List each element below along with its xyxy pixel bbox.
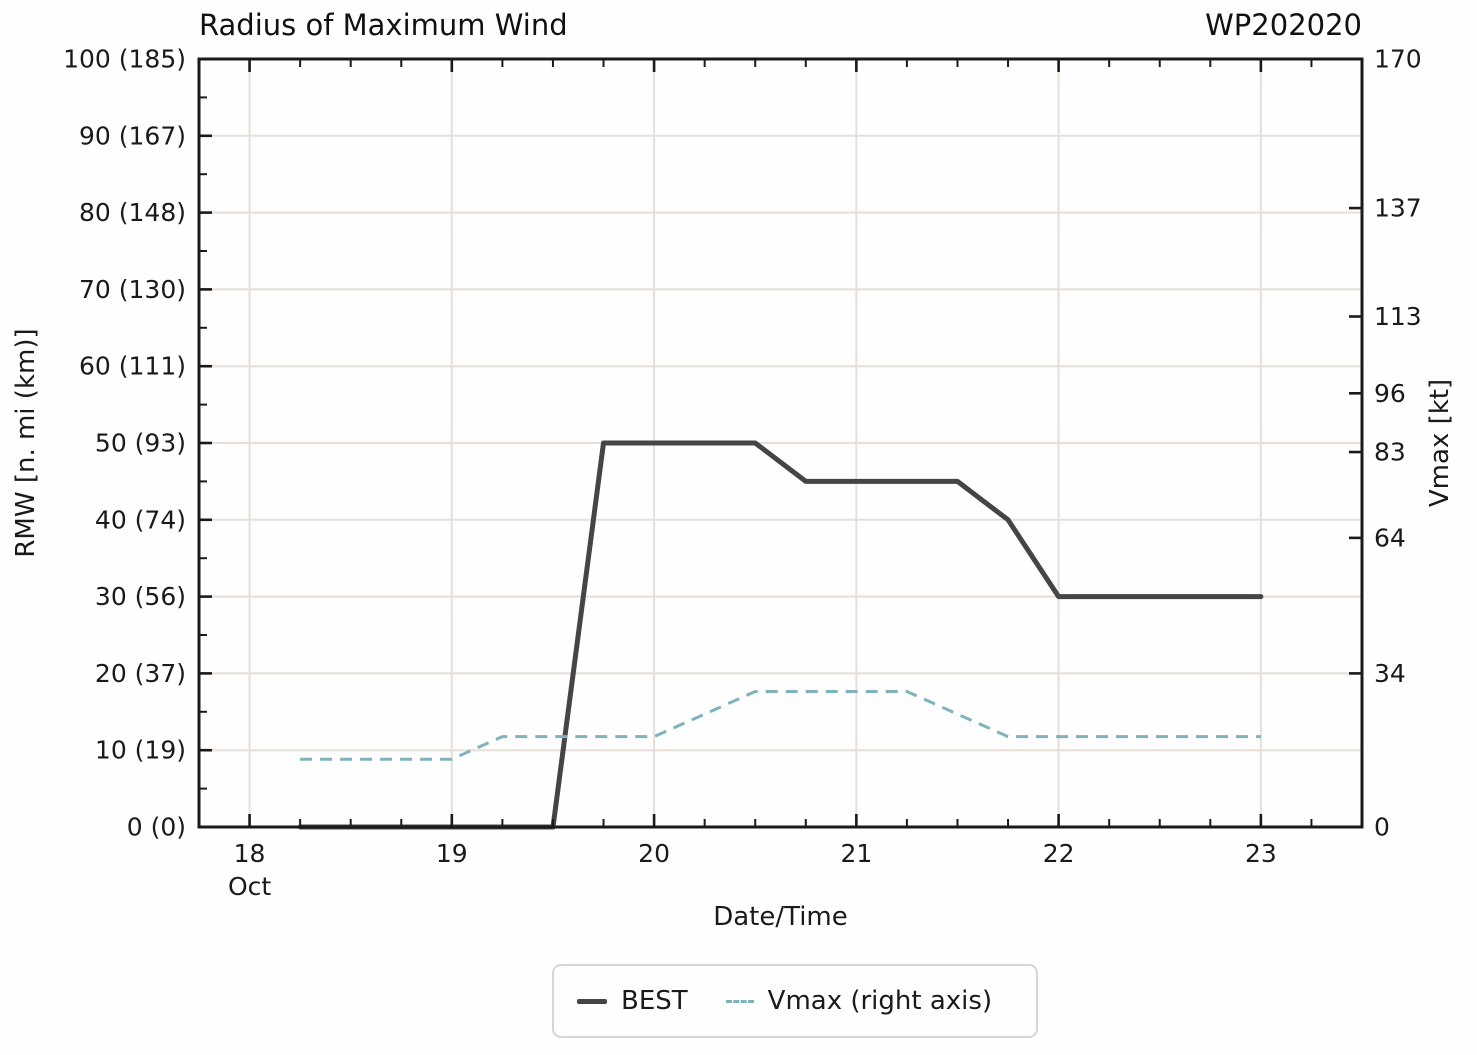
right-tick-label: 83 <box>1374 438 1406 467</box>
tick-labels: 18 19 20 21 22 23 Oct 0 (0) 10 (19) 20 (37) 30 (56… <box>63 45 1422 902</box>
left-tick-label: 80 (148) <box>79 198 186 227</box>
x-tick-label: 23 <box>1245 839 1277 868</box>
legend: BEST Vmax (right axis) <box>552 964 1038 1038</box>
legend-item-vmax: Vmax (right axis) <box>725 986 993 1016</box>
x-tick-label: 19 <box>436 839 468 868</box>
x-axis-label: Date/Time <box>713 902 848 932</box>
left-tick-label: 20 (37) <box>95 659 186 688</box>
left-axis-label: RMW [n. mi (km)] <box>11 328 41 558</box>
right-tick-label: 113 <box>1374 302 1422 331</box>
right-tick-label: 170 <box>1374 45 1422 74</box>
legend-label-best: BEST <box>621 986 688 1016</box>
best-line-swatch-icon <box>577 998 607 1004</box>
x-month-label: Oct <box>228 872 271 901</box>
x-tick-label: 20 <box>638 839 670 868</box>
left-tick-label: 90 (167) <box>79 121 186 150</box>
left-tick-label: 10 (19) <box>95 736 186 765</box>
x-tick-label: 18 <box>234 839 266 868</box>
legend-item-best: BEST <box>577 986 688 1016</box>
right-tick-label: 0 <box>1374 813 1390 842</box>
chart-title: Radius of Maximum Wind <box>199 8 568 42</box>
series-lines <box>297 440 1264 830</box>
series-vmax-line <box>300 690 1261 761</box>
left-tick-label: 30 (56) <box>95 582 186 611</box>
right-tick-label: 137 <box>1374 194 1422 223</box>
series-best-line <box>297 440 1264 830</box>
right-tick-label: 96 <box>1374 379 1406 408</box>
x-tick-label: 22 <box>1043 839 1075 868</box>
gridlines <box>199 58 1362 828</box>
right-axis-label: Vmax [kt] <box>1425 378 1455 508</box>
left-tick-label: 50 (93) <box>95 429 186 458</box>
legend-label-vmax: Vmax (right axis) <box>767 986 993 1016</box>
axis-ticks <box>199 57 1362 829</box>
left-tick-label: 0 (0) <box>127 813 186 842</box>
vmax-line-swatch-icon <box>725 999 754 1003</box>
right-tick-label: 34 <box>1374 659 1406 688</box>
left-tick-label: 100 (185) <box>63 45 186 74</box>
left-tick-label: 40 (74) <box>95 505 186 534</box>
right-tick-label: 64 <box>1374 523 1406 552</box>
storm-id-label: WP202020 <box>1205 8 1362 42</box>
left-tick-label: 60 (111) <box>79 352 186 381</box>
left-tick-label: 70 (130) <box>79 275 186 304</box>
x-tick-label: 21 <box>840 839 872 868</box>
